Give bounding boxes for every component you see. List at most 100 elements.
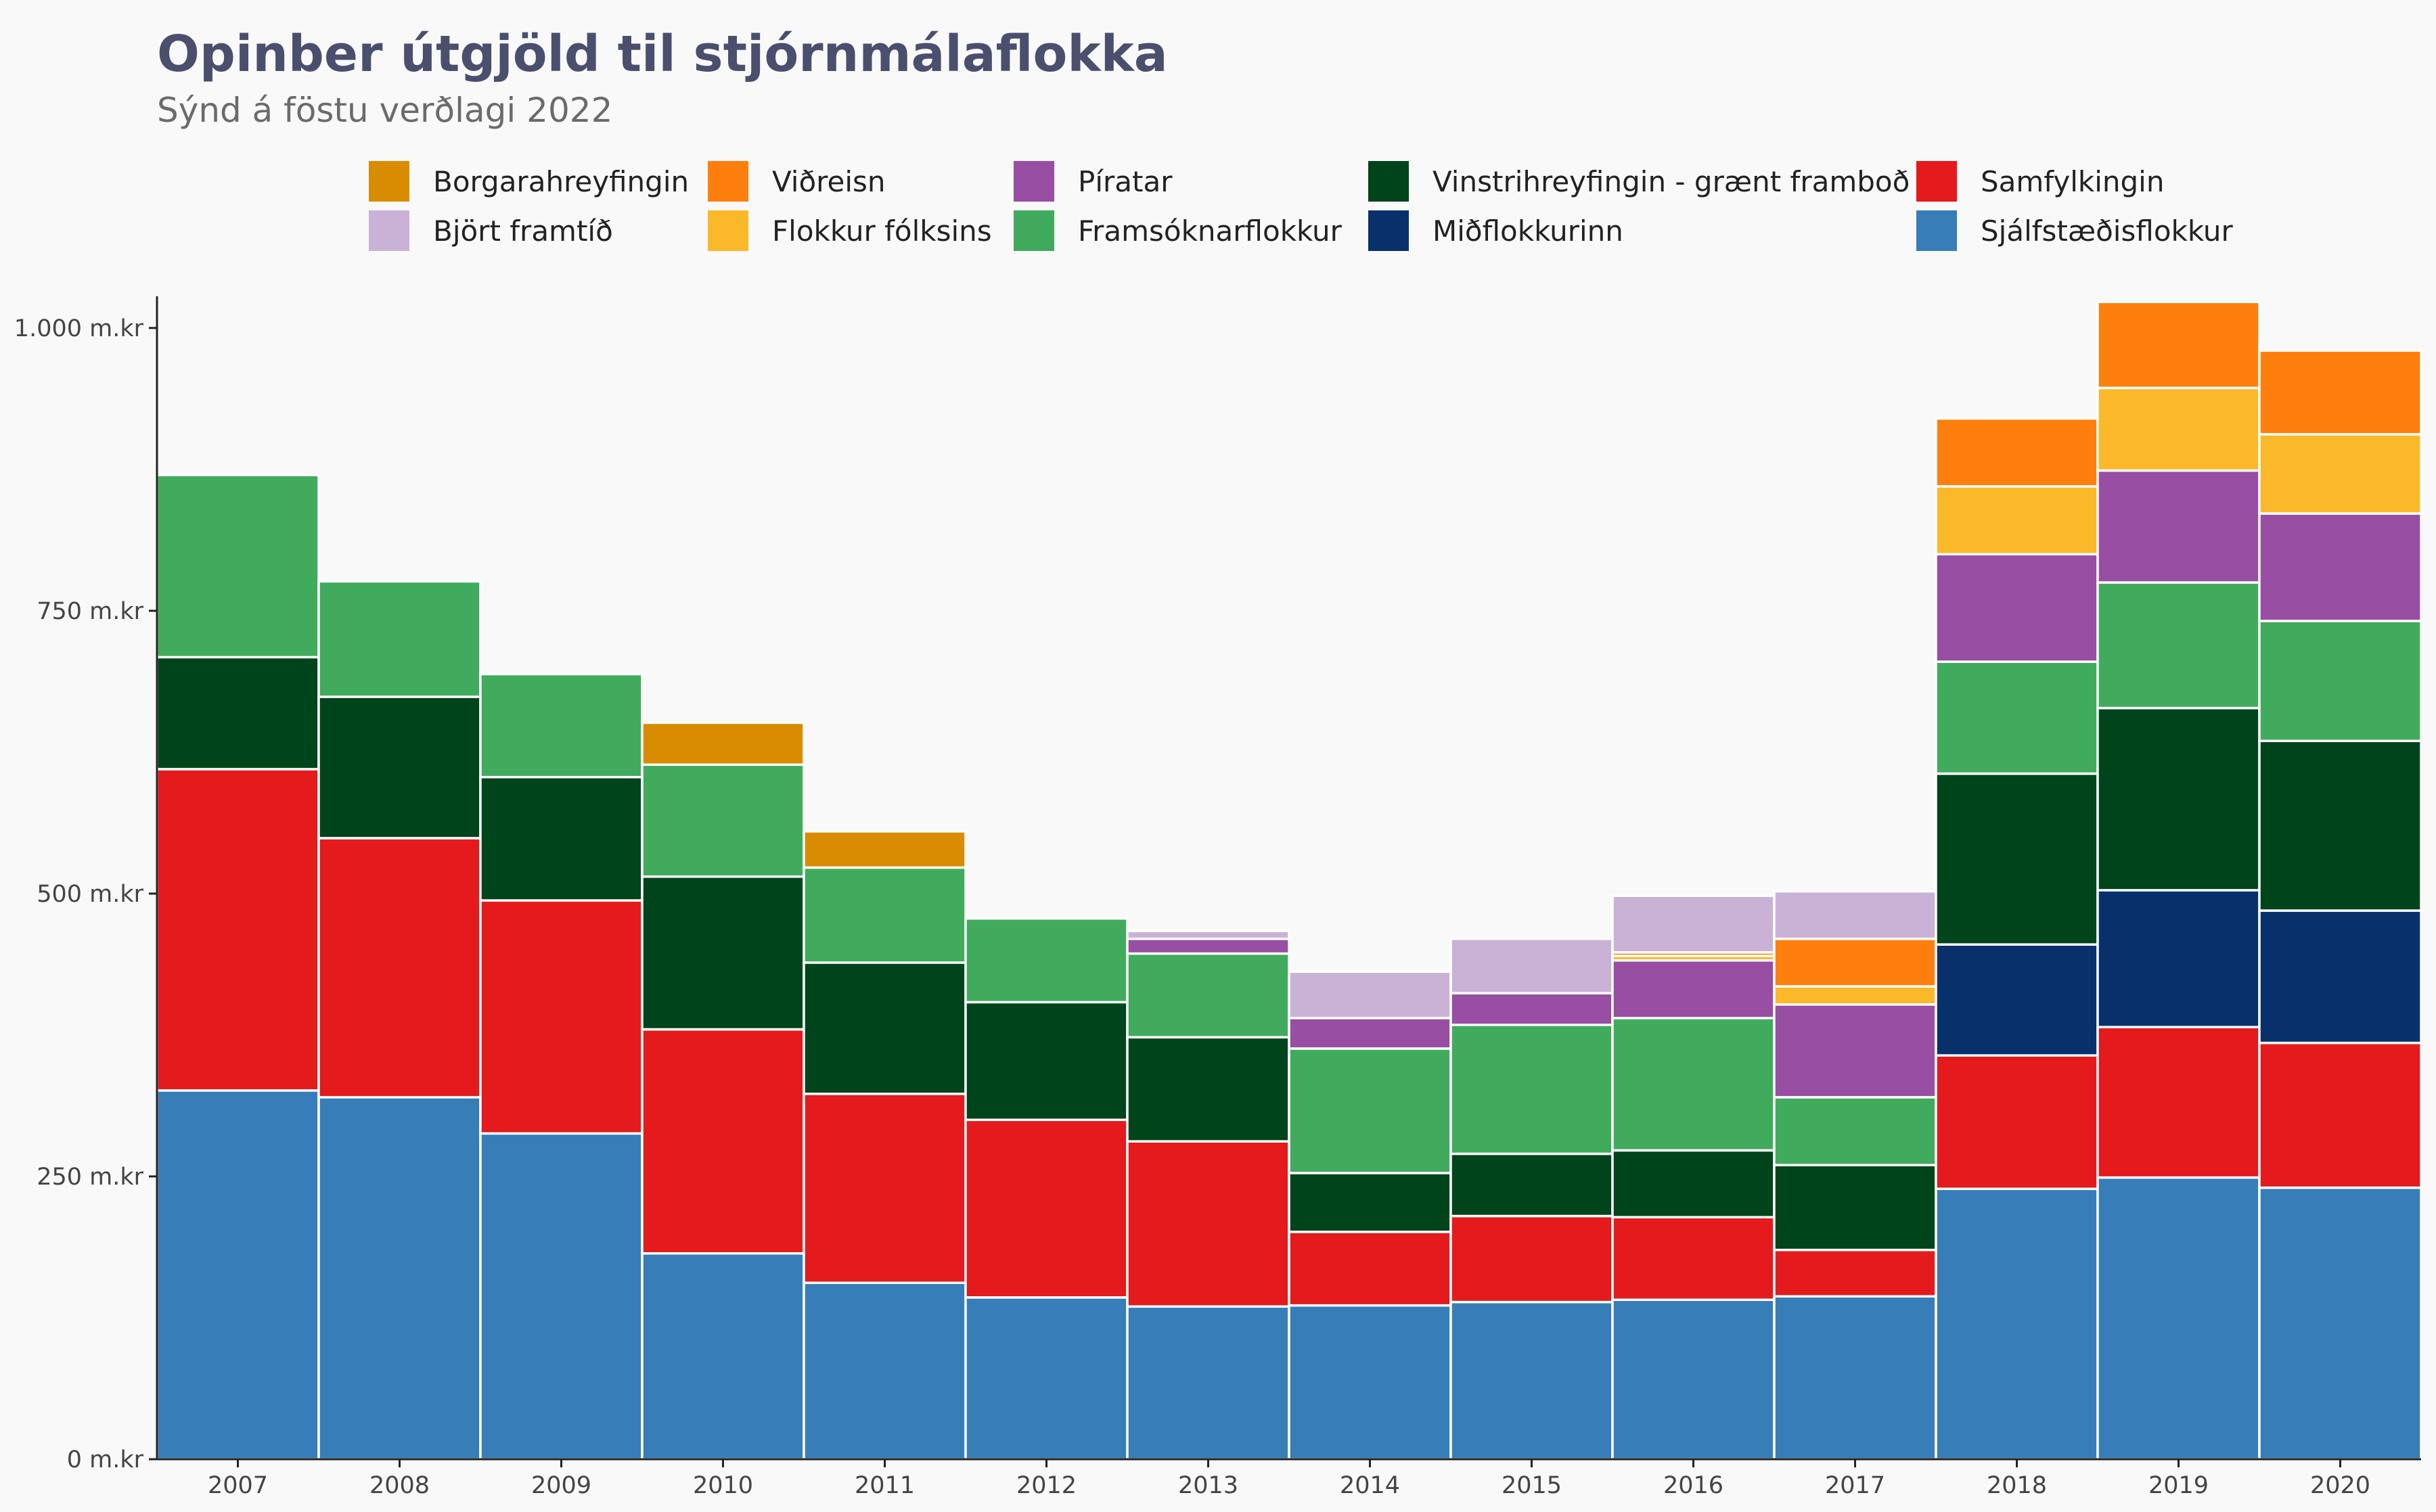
bar-segment-sjalfstaedisflokkur-2015 <box>1449 1300 1614 1461</box>
bar-segment-vinstrihreyfingin-graent-frambod-2011 <box>803 961 967 1095</box>
x-tick-label: 2007 <box>208 1472 268 1499</box>
bar-segment-framsoknarflokkur-2013 <box>1126 952 1290 1038</box>
legend-label-vinstrihreyfingin-graent-frambod: Vinstrihreyfingin - grænt framboð <box>1433 165 1910 198</box>
bar-segment-samfylkingin-2017 <box>1773 1248 1937 1298</box>
bar-segment-samfylkingin-2007 <box>156 768 320 1092</box>
y-tick-label: 250 m.kr <box>37 1164 143 1191</box>
legend-swatch-sjalfstaedisflokkur <box>1916 210 1957 251</box>
x-tick-label: 2013 <box>1178 1472 1238 1499</box>
bar-segment-samfylkingin-2011 <box>803 1093 967 1284</box>
bar-segment-midflokkurinn-2019 <box>2096 889 2261 1028</box>
bar-segment-framsoknarflokkur-2011 <box>803 866 967 964</box>
bar-segment-piratar-2020 <box>2258 512 2422 622</box>
bars <box>156 300 2422 1461</box>
legend-label-vidreisn: Viðreisn <box>772 165 886 198</box>
bar-segment-midflokkurinn-2018 <box>1935 943 2099 1057</box>
legend-swatch-piratar <box>1014 161 1054 202</box>
bar-segment-sjalfstaedisflokkur-2018 <box>1935 1187 2099 1461</box>
bar-segment-samfylkingin-2015 <box>1449 1214 1614 1304</box>
y-tick-label: 0 m.kr <box>67 1446 144 1473</box>
bar-segment-flokkur-folksins-2020 <box>2258 433 2422 515</box>
bar-segment-borgarahreyfingin-2011 <box>803 830 967 869</box>
legend-swatch-flokkur-folksins <box>708 210 748 251</box>
bar-segment-samfylkingin-2013 <box>1126 1140 1290 1308</box>
bar-segment-framsoknarflokkur-2014 <box>1288 1047 1452 1174</box>
bar-segment-piratar-2016 <box>1611 959 1776 1020</box>
bar-segment-sjalfstaedisflokkur-2011 <box>803 1281 967 1461</box>
bar-segment-vinstrihreyfingin-graent-frambod-2020 <box>2258 739 2422 912</box>
bar-segment-vinstrihreyfingin-graent-frambod-2015 <box>1449 1152 1614 1218</box>
x-tick-label: 2020 <box>2310 1472 2370 1499</box>
legend-label-samfylkingin: Samfylkingin <box>1981 165 2164 198</box>
bar-segment-piratar-2017 <box>1773 1003 1937 1099</box>
bar-segment-sjalfstaedisflokkur-2012 <box>964 1296 1129 1461</box>
bar-segment-vinstrihreyfingin-graent-frambod-2016 <box>1611 1149 1776 1218</box>
bar-segment-sjalfstaedisflokkur-2019 <box>2096 1176 2261 1461</box>
bar-segment-sjalfstaedisflokkur-2014 <box>1288 1304 1452 1461</box>
legend-label-bjort-framtid: Björt framtíð <box>433 214 613 248</box>
bar-segment-sjalfstaedisflokkur-2017 <box>1773 1295 1937 1461</box>
legend-label-framsoknarflokkur: Framsóknarflokkur <box>1078 214 1343 248</box>
bar-segment-bjort-framtid-2013 <box>1126 930 1290 940</box>
bar-segment-vinstrihreyfingin-graent-frambod-2019 <box>2096 706 2261 892</box>
bar-segment-piratar-2014 <box>1288 1017 1452 1050</box>
bar-segment-vinstrihreyfingin-graent-frambod-2012 <box>964 1001 1129 1122</box>
x-tick-label: 2011 <box>855 1472 915 1499</box>
legend-label-flokkur-folksins: Flokkur fólksins <box>772 214 992 248</box>
bar-segment-vinstrihreyfingin-graent-frambod-2017 <box>1773 1164 1937 1252</box>
bar-segment-sjalfstaedisflokkur-2009 <box>479 1132 644 1461</box>
x-tick-label: 2019 <box>2148 1472 2209 1499</box>
bar-segment-framsoknarflokkur-2008 <box>317 580 482 698</box>
bar-segment-bjort-framtid-2015 <box>1449 938 1614 994</box>
legend-label-sjalfstaedisflokkur: Sjálfstæðisflokkur <box>1981 214 2233 248</box>
legend-swatch-framsoknarflokkur <box>1014 210 1054 251</box>
legend-swatch-samfylkingin <box>1916 161 1957 202</box>
bar-segment-vinstrihreyfingin-graent-frambod-2009 <box>479 775 644 902</box>
bar-segment-framsoknarflokkur-2016 <box>1611 1017 1776 1152</box>
bar-segment-sjalfstaedisflokkur-2007 <box>156 1089 320 1461</box>
legend-swatch-borgarahreyfingin <box>369 161 409 202</box>
y-tick-label: 1.000 m.kr <box>14 315 144 342</box>
bar-segment-vidreisn-2017 <box>1773 938 1937 988</box>
bar-segment-borgarahreyfingin-2010 <box>641 721 805 766</box>
legend-swatch-vidreisn <box>708 161 748 202</box>
x-tick-label: 2017 <box>1825 1472 1885 1499</box>
bar-segment-samfylkingin-2012 <box>964 1118 1129 1299</box>
bar-segment-vinstrihreyfingin-graent-frambod-2018 <box>1935 772 2099 946</box>
x-tick-label: 2012 <box>1016 1472 1077 1499</box>
legend-swatch-midflokkurinn <box>1368 210 1409 251</box>
legend-label-midflokkurinn: Miðflokkurinn <box>1433 214 1623 248</box>
bar-segment-vidreisn-2018 <box>1935 417 2099 488</box>
bar-segment-framsoknarflokkur-2019 <box>2096 581 2261 710</box>
bar-segment-vinstrihreyfingin-graent-frambod-2008 <box>317 695 482 840</box>
bar-segment-sjalfstaedisflokkur-2016 <box>1611 1298 1776 1461</box>
bar-segment-flokkur-folksins-2018 <box>1935 485 2099 555</box>
bar-segment-vidreisn-2019 <box>2096 300 2261 390</box>
x-tick-label: 2014 <box>1340 1472 1400 1499</box>
bar-segment-sjalfstaedisflokkur-2010 <box>641 1252 805 1461</box>
bar-segment-samfylkingin-2020 <box>2258 1041 2422 1189</box>
bar-segment-samfylkingin-2008 <box>317 837 482 1099</box>
x-tick-label: 2018 <box>1987 1472 2047 1499</box>
bar-segment-piratar-2018 <box>1935 553 2099 663</box>
bar-segment-framsoknarflokkur-2012 <box>964 917 1129 1004</box>
bar-segment-samfylkingin-2018 <box>1935 1054 2099 1191</box>
bar-segment-framsoknarflokkur-2007 <box>156 474 320 659</box>
bar-segment-samfylkingin-2010 <box>641 1028 805 1255</box>
x-tick-label: 2015 <box>1502 1472 1562 1499</box>
bar-segment-samfylkingin-2019 <box>2096 1026 2261 1179</box>
bar-segment-framsoknarflokkur-2020 <box>2258 620 2422 742</box>
bar-segment-sjalfstaedisflokkur-2020 <box>2258 1186 2422 1461</box>
bar-segment-samfylkingin-2009 <box>479 899 644 1135</box>
x-tick-label: 2010 <box>693 1472 753 1499</box>
legend-label-piratar: Píratar <box>1078 165 1173 198</box>
bar-segment-samfylkingin-2014 <box>1288 1231 1452 1307</box>
bar-segment-framsoknarflokkur-2017 <box>1773 1096 1937 1166</box>
bar-segment-sjalfstaedisflokkur-2008 <box>317 1096 482 1461</box>
bar-segment-vinstrihreyfingin-graent-frambod-2010 <box>641 875 805 1031</box>
bar-segment-bjort-framtid-2017 <box>1773 890 1937 940</box>
legend: Borgarahreyfingin Björt framtíð Viðreisn Fl… <box>369 161 2233 251</box>
bar-segment-bjort-framtid-2016 <box>1611 894 1776 954</box>
bar-segment-framsoknarflokkur-2018 <box>1935 660 2099 775</box>
